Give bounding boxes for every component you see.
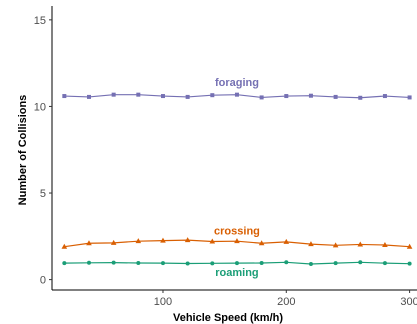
data-point — [111, 92, 116, 97]
data-point — [62, 94, 67, 99]
data-point — [358, 260, 363, 265]
data-point — [283, 238, 290, 244]
x-axis-title: Vehicle Speed (km/h) — [173, 312, 283, 324]
data-point — [308, 241, 314, 247]
x-tick-label: 300 — [400, 296, 417, 308]
data-point — [61, 243, 68, 249]
data-point — [111, 260, 116, 265]
data-point — [209, 238, 216, 244]
x-tick-label: 200 — [277, 296, 295, 308]
data-point — [333, 94, 338, 99]
data-point — [332, 242, 339, 248]
data-point — [382, 94, 387, 99]
axes: 0 5 10 15 100 200 300 — [34, 6, 417, 308]
series-label-roaming: roaming — [215, 267, 258, 279]
data-point — [110, 239, 117, 245]
data-point — [135, 238, 142, 244]
data-point — [160, 237, 166, 243]
data-point — [308, 93, 313, 98]
data-point — [357, 241, 364, 247]
x-tick-label: 100 — [154, 296, 172, 308]
data-point — [333, 261, 338, 266]
data-point — [284, 94, 289, 99]
data-point — [382, 261, 387, 266]
y-tick-label: 0 — [40, 275, 46, 287]
data-point — [407, 261, 412, 266]
data-point — [210, 261, 215, 266]
data-point — [136, 260, 141, 265]
labels-layer: foraging crossing roaming — [214, 77, 260, 279]
data-point — [259, 260, 264, 265]
data-point — [407, 95, 412, 100]
series-label-crossing: crossing — [214, 225, 260, 237]
data-point — [185, 94, 190, 99]
data-point — [184, 237, 191, 243]
data-point — [382, 241, 388, 247]
y-axis-title: Number of Collisions — [17, 95, 29, 206]
data-point — [86, 94, 91, 99]
data-point — [358, 95, 363, 100]
data-point — [210, 93, 215, 98]
data-point — [160, 94, 165, 99]
data-point — [62, 261, 67, 266]
data-point — [258, 240, 265, 246]
data-point — [406, 243, 413, 249]
series-crossing — [61, 237, 413, 249]
data-point — [234, 261, 239, 266]
y-tick-label: 15 — [34, 15, 46, 27]
data-point — [259, 95, 264, 100]
data-point — [136, 92, 141, 97]
data-point — [234, 92, 239, 97]
data-point — [86, 260, 91, 265]
series-label-foraging: foraging — [215, 77, 259, 89]
y-tick-label: 10 — [34, 101, 46, 113]
series-roaming — [62, 260, 412, 267]
series-foraging — [62, 92, 412, 100]
data-point — [86, 240, 92, 246]
series-layer — [61, 92, 413, 267]
data-point — [160, 261, 165, 266]
data-point — [234, 238, 240, 244]
data-point — [308, 262, 313, 267]
y-tick-label: 5 — [40, 188, 46, 200]
data-point — [185, 261, 190, 266]
data-point — [284, 260, 289, 265]
